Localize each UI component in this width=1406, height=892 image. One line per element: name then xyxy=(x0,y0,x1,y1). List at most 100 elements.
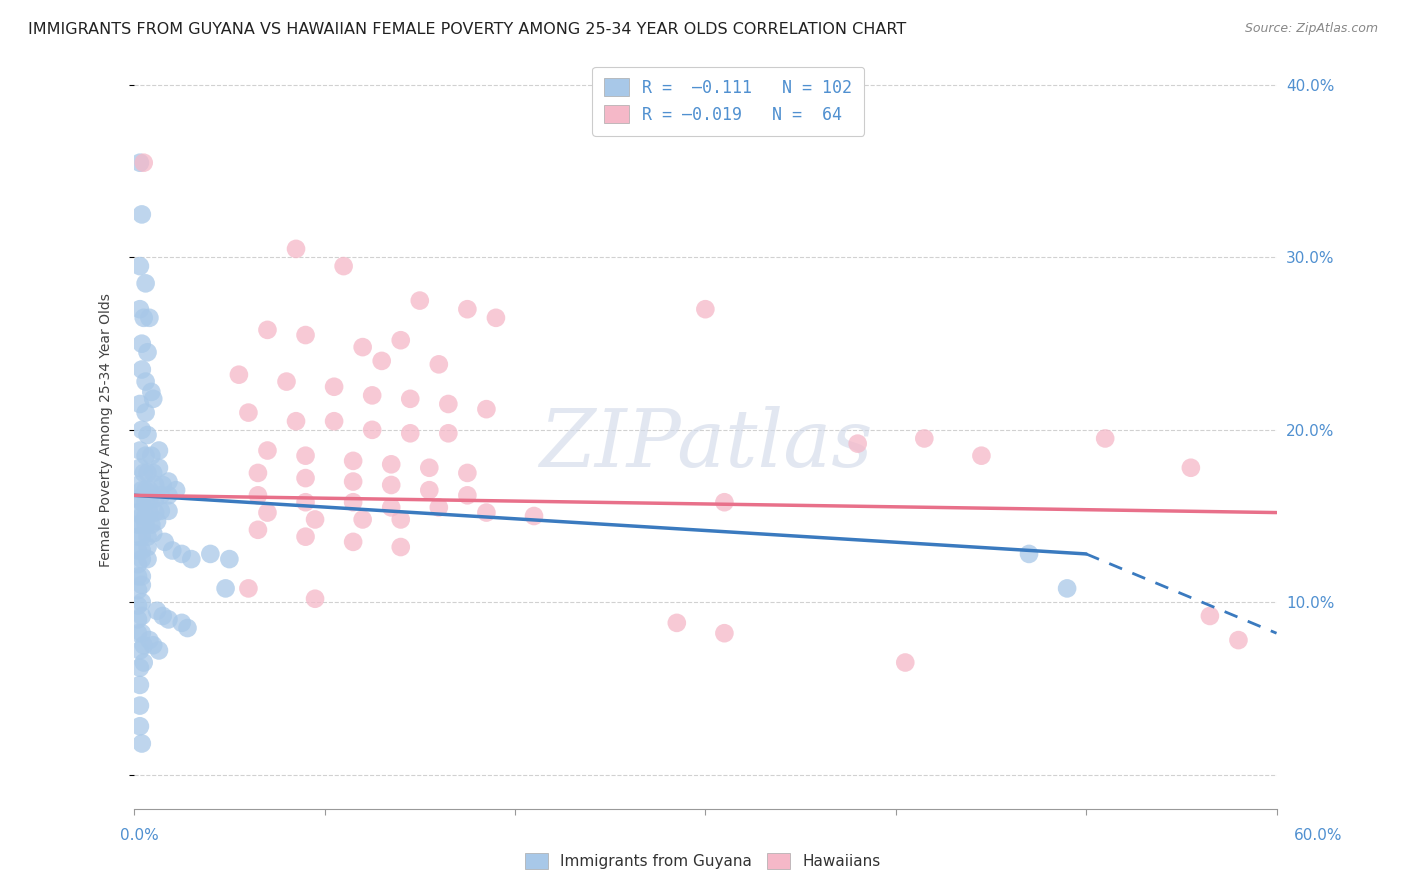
Point xyxy=(256,323,278,337)
Point xyxy=(129,698,152,713)
Point xyxy=(138,310,160,325)
Point xyxy=(132,656,155,670)
Point xyxy=(456,302,478,317)
Point xyxy=(132,310,155,325)
Point xyxy=(380,478,402,492)
Text: IMMIGRANTS FROM GUYANA VS HAWAIIAN FEMALE POVERTY AMONG 25-34 YEAR OLDS CORRELAT: IMMIGRANTS FROM GUYANA VS HAWAIIAN FEMAL… xyxy=(28,22,907,37)
Point xyxy=(131,483,153,498)
Point xyxy=(246,466,269,480)
Point xyxy=(143,506,166,520)
Point xyxy=(141,449,163,463)
Point xyxy=(294,495,316,509)
Point xyxy=(323,380,346,394)
Point xyxy=(142,638,165,652)
Point xyxy=(146,604,169,618)
Y-axis label: Female Poverty Among 25-34 Year Olds: Female Poverty Among 25-34 Year Olds xyxy=(100,293,114,566)
Point xyxy=(148,643,170,657)
Point xyxy=(129,259,152,273)
Point xyxy=(485,310,508,325)
Point xyxy=(131,578,153,592)
Point xyxy=(218,552,240,566)
Point xyxy=(157,504,180,518)
Point xyxy=(138,506,160,520)
Point xyxy=(1199,609,1222,624)
Point xyxy=(200,547,222,561)
Point xyxy=(214,582,236,596)
Point xyxy=(276,375,298,389)
Point xyxy=(127,626,149,640)
Point xyxy=(437,397,460,411)
Point xyxy=(294,471,316,485)
Point xyxy=(129,155,152,169)
Point xyxy=(132,466,155,480)
Point xyxy=(170,615,193,630)
Point xyxy=(131,336,153,351)
Point xyxy=(141,384,163,399)
Point xyxy=(912,432,935,446)
Point xyxy=(135,508,157,523)
Point xyxy=(129,302,152,317)
Point xyxy=(162,543,184,558)
Point xyxy=(135,483,157,498)
Point xyxy=(131,423,153,437)
Point xyxy=(129,678,152,692)
Point xyxy=(399,426,422,441)
Point xyxy=(136,428,159,442)
Point xyxy=(846,436,869,450)
Point xyxy=(427,500,450,515)
Point xyxy=(131,530,153,544)
Point xyxy=(129,460,152,475)
Point xyxy=(456,466,478,480)
Point xyxy=(131,517,153,532)
Point xyxy=(246,488,269,502)
Point xyxy=(246,523,269,537)
Point xyxy=(131,495,153,509)
Point xyxy=(389,512,412,526)
Point xyxy=(127,612,149,626)
Point xyxy=(389,540,412,554)
Point xyxy=(148,443,170,458)
Point xyxy=(127,478,149,492)
Point xyxy=(131,508,153,523)
Point xyxy=(228,368,250,382)
Point xyxy=(131,737,153,751)
Point xyxy=(138,483,160,498)
Text: 0.0%: 0.0% xyxy=(120,828,159,843)
Point xyxy=(127,530,149,544)
Point xyxy=(129,443,152,458)
Point xyxy=(131,543,153,558)
Point xyxy=(970,449,993,463)
Legend: Immigrants from Guyana, Hawaiians: Immigrants from Guyana, Hawaiians xyxy=(519,847,887,875)
Point xyxy=(165,483,187,498)
Point xyxy=(131,609,153,624)
Point xyxy=(437,426,460,441)
Point xyxy=(127,543,149,558)
Point xyxy=(135,375,157,389)
Point xyxy=(127,599,149,613)
Point xyxy=(352,512,374,526)
Point xyxy=(304,512,326,526)
Point xyxy=(665,615,688,630)
Point xyxy=(131,626,153,640)
Point xyxy=(523,508,546,523)
Point xyxy=(142,392,165,406)
Point xyxy=(342,475,364,489)
Point xyxy=(143,478,166,492)
Point xyxy=(135,406,157,420)
Point xyxy=(370,354,392,368)
Point xyxy=(713,626,735,640)
Point xyxy=(294,530,316,544)
Point xyxy=(127,583,149,598)
Point xyxy=(127,506,149,520)
Point xyxy=(131,595,153,609)
Point xyxy=(456,488,478,502)
Point xyxy=(129,643,152,657)
Point xyxy=(143,491,166,506)
Point xyxy=(342,534,364,549)
Point xyxy=(342,495,364,509)
Text: ZIPatlas: ZIPatlas xyxy=(538,406,872,483)
Point xyxy=(148,460,170,475)
Point xyxy=(157,488,180,502)
Point xyxy=(131,552,153,566)
Point xyxy=(127,491,149,506)
